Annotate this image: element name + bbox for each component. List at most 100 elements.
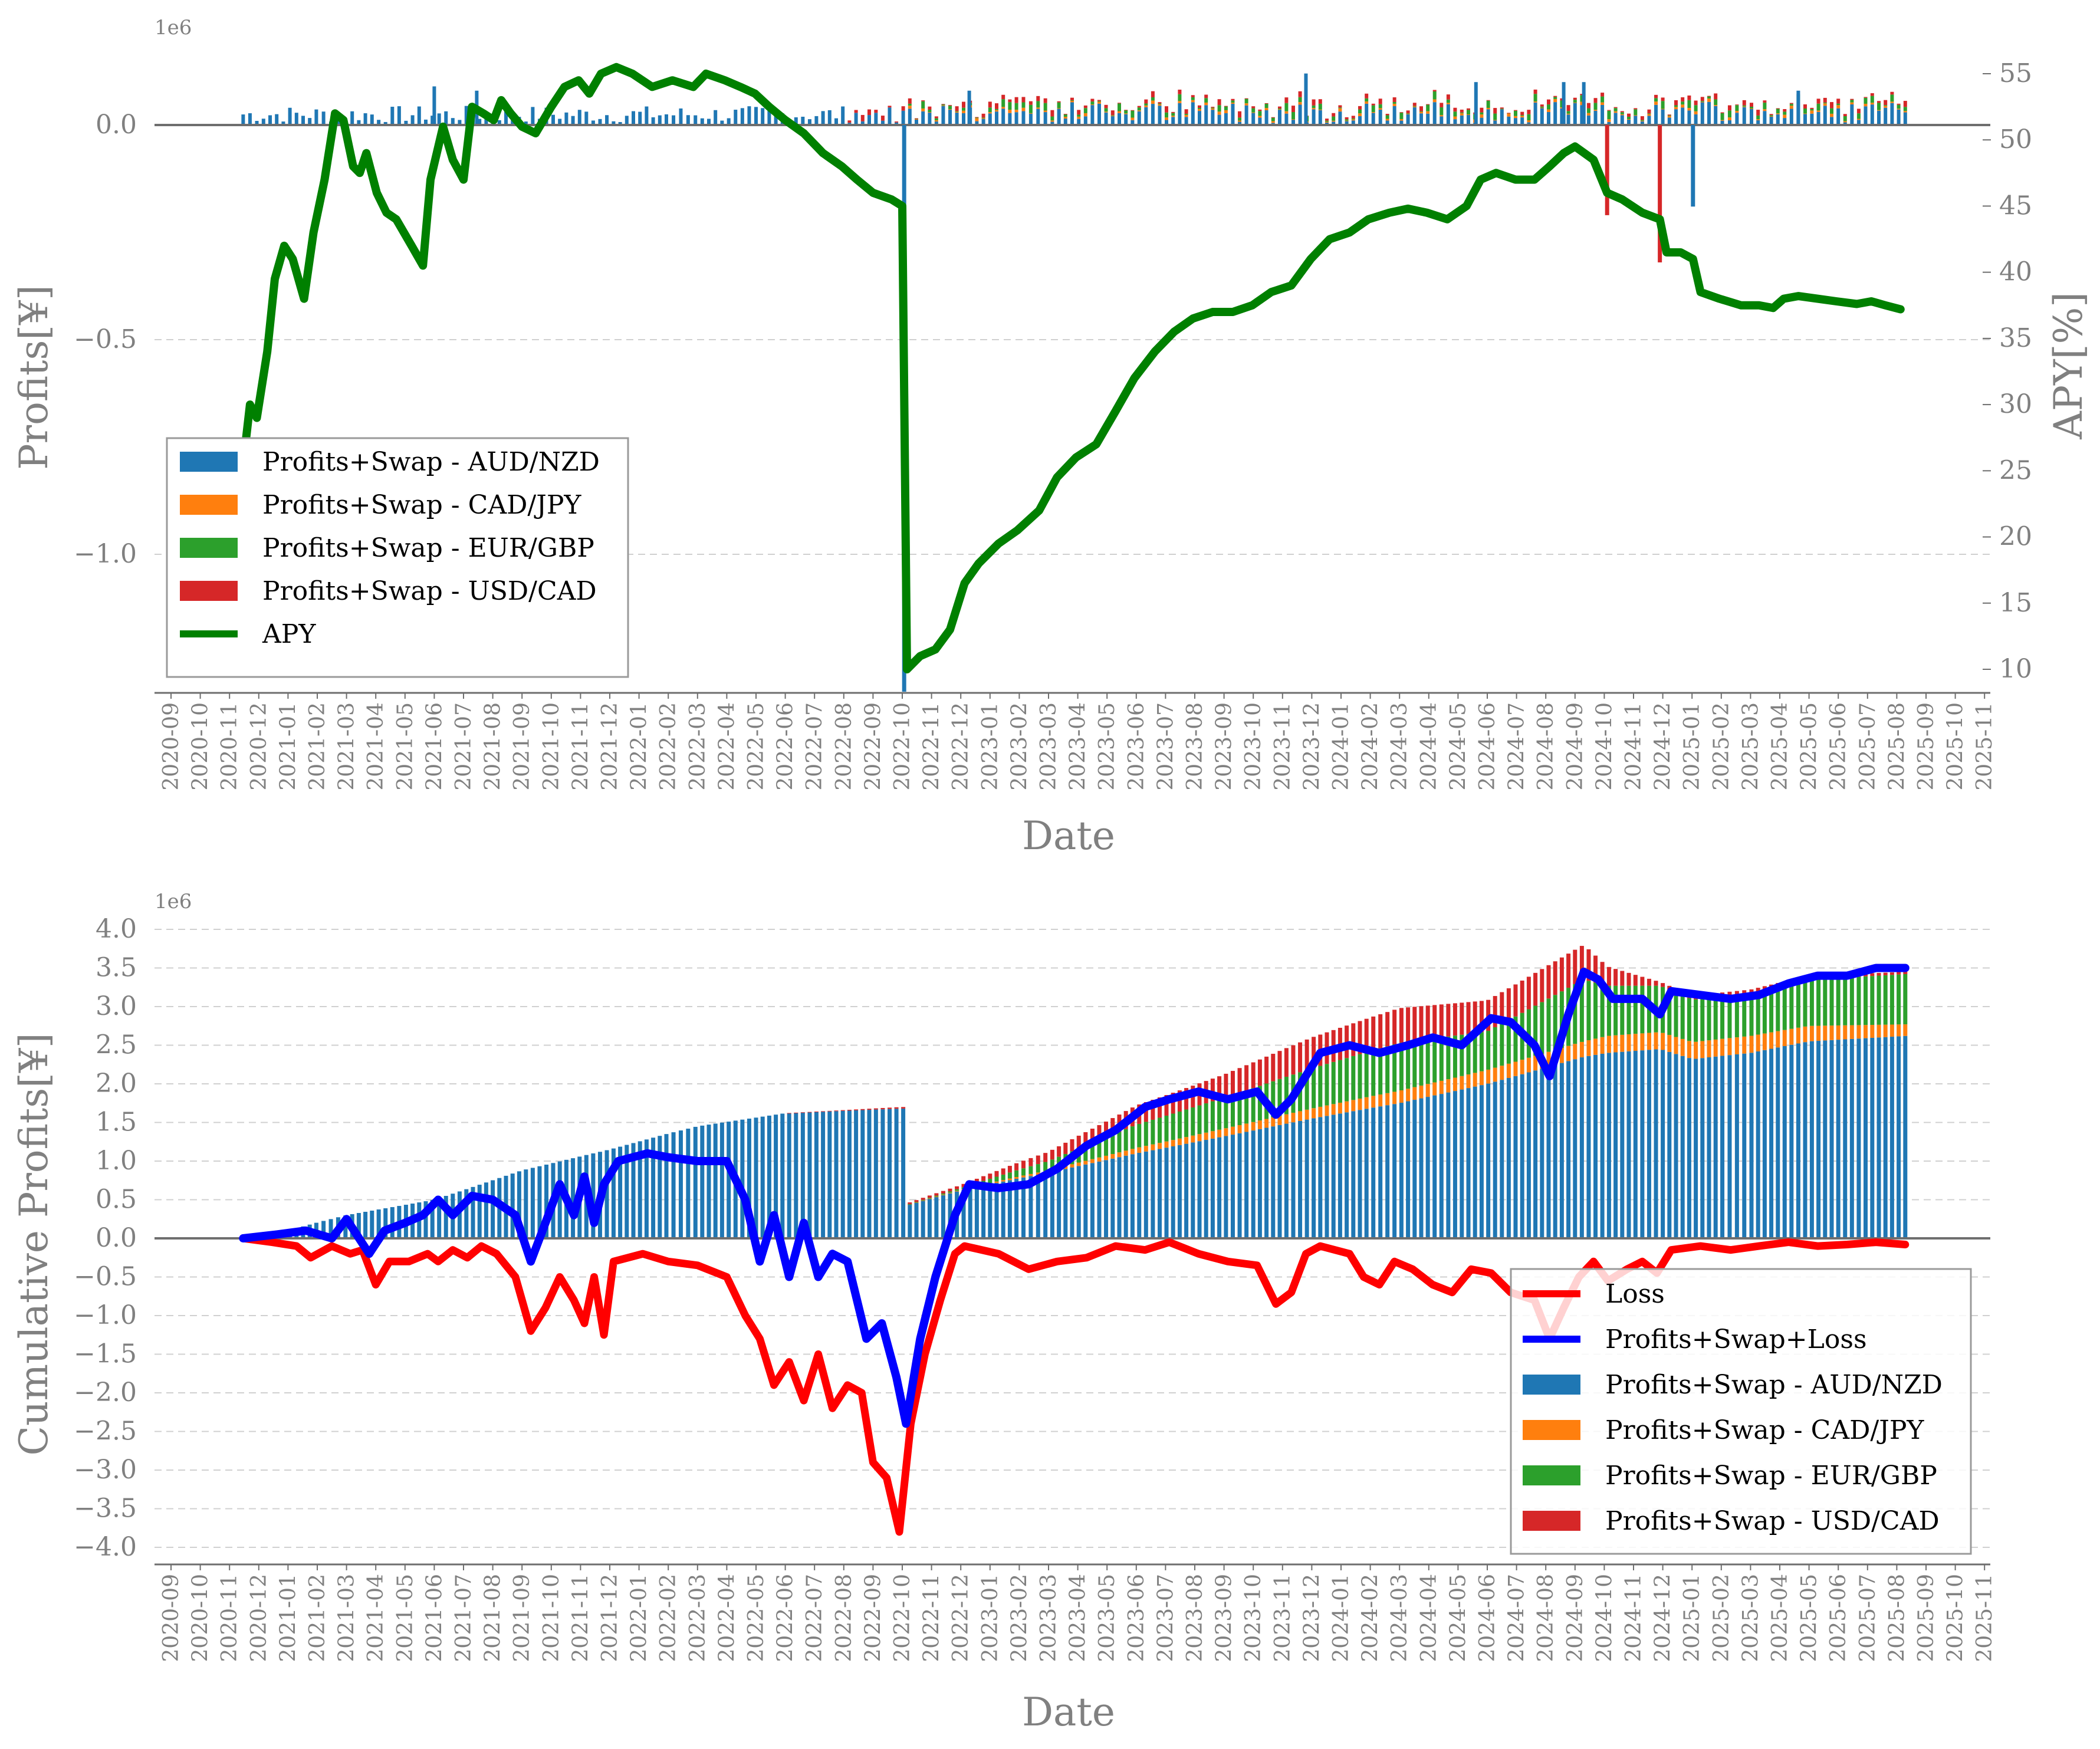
- top-weekly-bar: [807, 119, 811, 125]
- top-x-tick-label: 2020-11: [218, 702, 242, 791]
- top-y2-tick-label: 40: [1999, 257, 2032, 287]
- bottom-stack-bar: [1358, 1110, 1362, 1238]
- bottom-stack-bar: [894, 1109, 899, 1238]
- top-weekly-bar: [1318, 110, 1322, 125]
- top-weekly-bar: [867, 109, 871, 116]
- bottom-x-tick-label: 2020-12: [247, 1574, 271, 1662]
- top-weekly-bar: [694, 115, 698, 125]
- bottom-stack-bar: [1399, 1103, 1404, 1238]
- bottom-x-tick-label: 2021-06: [422, 1574, 446, 1662]
- top-weekly-bar: [645, 106, 649, 125]
- top-weekly-bar: [1371, 111, 1375, 113]
- top-weekly-bar: [1620, 114, 1624, 116]
- top-weekly-bar: [1620, 115, 1624, 125]
- top-weekly-bar: [908, 98, 912, 104]
- bottom-stack-bar: [1399, 1008, 1404, 1043]
- top-weekly-bar: [1008, 99, 1012, 103]
- bottom-stack-bar: [1506, 1020, 1511, 1064]
- top-weekly-bar: [1258, 111, 1262, 116]
- top-weekly-bar: [1298, 104, 1302, 125]
- top-weekly-bar: [1204, 94, 1208, 98]
- top-weekly-bar: [410, 115, 415, 125]
- bottom-stack-bar: [927, 1195, 932, 1198]
- top-x-tick-label: 2021-08: [481, 702, 505, 791]
- bottom-stack-bar: [1573, 1059, 1578, 1238]
- top-weekly-bar: [1735, 105, 1739, 111]
- bottom-stack-bar: [1727, 1055, 1732, 1238]
- top-x-axis-title: Date: [1022, 813, 1115, 859]
- bottom-stack-bar: [1083, 1132, 1088, 1146]
- top-weekly-bar: [1897, 103, 1901, 105]
- bottom-y-tick-label: 2.0: [96, 1069, 137, 1099]
- top-weekly-bar: [1231, 98, 1235, 101]
- top-weekly-bar: [1580, 95, 1584, 102]
- bottom-stack-bar: [1553, 961, 1557, 995]
- top-weekly-bar: [1446, 103, 1450, 104]
- top-weekly-bar: [1224, 106, 1228, 110]
- top-weekly-bar: [888, 107, 892, 125]
- bottom-stack-bar: [1337, 1113, 1342, 1238]
- top-x-tick-label: 2024-08: [1534, 702, 1558, 791]
- top-weekly-bar: [1720, 120, 1724, 121]
- bottom-stack-bar: [1345, 1058, 1349, 1102]
- top-weekly-bar: [1654, 104, 1658, 125]
- bottom-stack-bar: [1713, 1056, 1718, 1238]
- top-weekly-bar: [1864, 97, 1868, 104]
- bottom-stack-bar: [888, 1109, 892, 1238]
- top-weekly-bar: [1735, 111, 1739, 113]
- bottom-stack-bar: [1654, 1049, 1658, 1238]
- bottom-stack-bar: [1486, 1069, 1491, 1084]
- top-weekly-bar: [1566, 111, 1570, 114]
- top-weekly-bar: [1365, 93, 1369, 98]
- bottom-x-tick-label: 2024-11: [1622, 1574, 1646, 1662]
- bottom-stack-bar: [1337, 1060, 1342, 1103]
- top-weekly-bar: [1823, 106, 1827, 125]
- top-weekly-bar: [1850, 102, 1854, 104]
- bottom-stack-bar: [873, 1108, 878, 1110]
- bottom-stack-bar: [1593, 982, 1598, 1039]
- bottom-stack-bar: [1230, 1126, 1235, 1135]
- top-weekly-bar: [268, 115, 272, 125]
- bottom-stack-bar: [914, 1202, 919, 1203]
- bottom-legend-label: Profits+Swap+Loss: [1605, 1324, 1867, 1355]
- top-weekly-bar: [1204, 102, 1208, 106]
- top-weekly-bar: [1560, 108, 1564, 125]
- bottom-stack-bar: [1137, 1123, 1142, 1148]
- top-x-tick-label: 2025-02: [1710, 702, 1734, 791]
- top-weekly-bar: [1573, 97, 1577, 100]
- bottom-stack-bar: [1392, 1044, 1397, 1092]
- bottom-stack-bar: [1446, 1092, 1451, 1238]
- top-weekly-bar: [1667, 116, 1671, 118]
- top-weekly-bar: [1211, 110, 1215, 125]
- top-x-tick-label: 2023-08: [1183, 702, 1207, 791]
- top-weekly-bar: [1816, 110, 1820, 112]
- top-weekly-bar: [357, 120, 361, 125]
- top-weekly-bar: [1467, 114, 1470, 125]
- top-weekly-bar: [1184, 114, 1188, 117]
- top-weekly-bar: [1198, 105, 1201, 108]
- top-weekly-bar: [1486, 109, 1490, 125]
- bottom-stack-bar: [1371, 1050, 1376, 1096]
- bottom-stack-bar: [1076, 1166, 1081, 1238]
- top-weekly-bar: [767, 110, 771, 125]
- bottom-stack-bar: [1070, 1167, 1074, 1238]
- bottom-stack-bar: [1425, 1039, 1430, 1084]
- bottom-stack-bar: [1028, 1173, 1033, 1176]
- bottom-x-tick-label: 2021-09: [510, 1574, 534, 1662]
- bottom-stack-bar: [1526, 1072, 1531, 1238]
- bottom-stack-bar: [1184, 1143, 1189, 1238]
- bottom-stack-bar: [1667, 989, 1672, 1035]
- bottom-stack-bar: [941, 1191, 945, 1194]
- bottom-stack-bar: [1043, 1153, 1048, 1162]
- top-weekly-bar: [1419, 111, 1423, 112]
- top-weekly-bar: [1714, 99, 1718, 106]
- top-weekly-bar: [1586, 113, 1590, 116]
- top-weekly-bar: [1014, 110, 1018, 113]
- top-weekly-bar: [1083, 105, 1087, 109]
- top-weekly-bar: [1453, 111, 1457, 117]
- top-y2-tick-label: 35: [1999, 323, 2032, 353]
- top-weekly-bar: [1043, 98, 1047, 103]
- top-weekly-bar: [497, 120, 501, 125]
- bottom-x-tick-label: 2025-02: [1710, 1574, 1734, 1662]
- top-weekly-bar: [377, 120, 381, 125]
